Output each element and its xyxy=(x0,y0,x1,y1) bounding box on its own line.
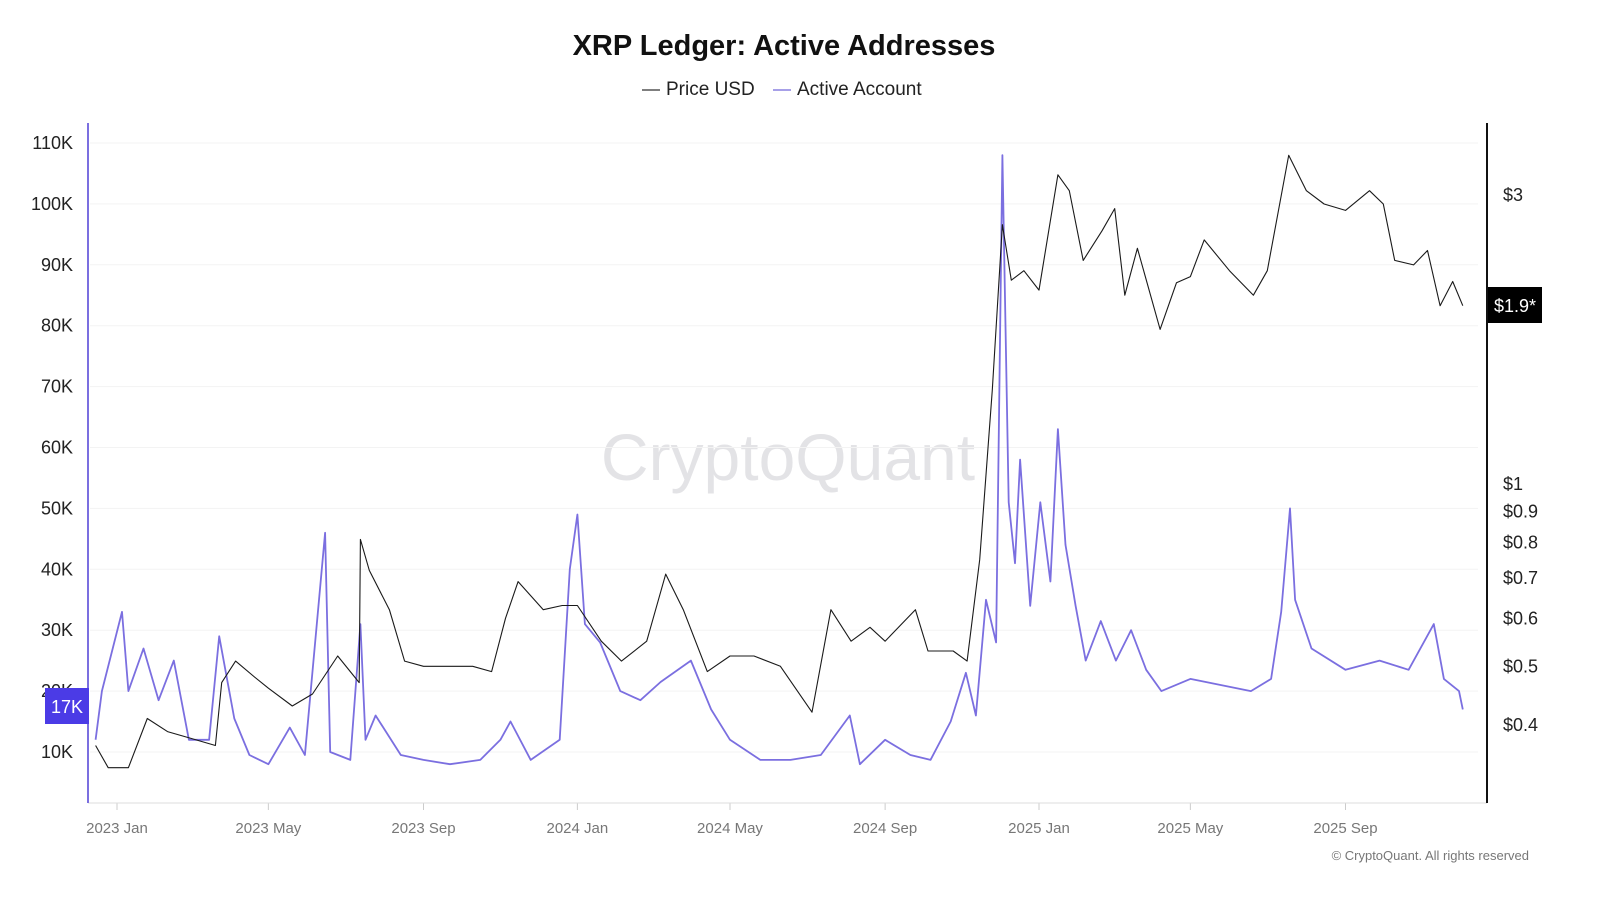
current-active-label: 17K xyxy=(51,697,83,717)
y-left-tick-label: 110K xyxy=(32,133,73,153)
y-right-tick-label: $0.6 xyxy=(1503,608,1538,628)
y-right-tick-label: $0.8 xyxy=(1503,533,1538,553)
y-right-tick-label: $0.5 xyxy=(1503,656,1538,676)
series-line-active-account xyxy=(94,154,1464,766)
x-tick-label: 2023 Sep xyxy=(391,820,455,837)
legend-label-active[interactable]: Active Account xyxy=(797,79,922,100)
x-tick-label: 2023 May xyxy=(235,820,301,837)
current-price-badge: $1.9* xyxy=(1488,287,1542,323)
y-left-tick-label: 90K xyxy=(41,255,73,275)
x-tick-label: 2025 Sep xyxy=(1313,820,1377,837)
y-left-tick-label: 50K xyxy=(41,498,73,518)
y-left-tick-label: 70K xyxy=(41,377,73,397)
legend: Price USD Active Account xyxy=(642,79,922,100)
legend-label-price[interactable]: Price USD xyxy=(666,79,755,100)
chart-title: XRP Ledger: Active Addresses xyxy=(573,30,996,62)
y-right-tick-label: $0.4 xyxy=(1503,715,1538,735)
y-left-tick-label: 100K xyxy=(31,194,73,214)
y-left-tick-label: 80K xyxy=(41,316,73,336)
watermark: CryptoQuant xyxy=(601,420,975,494)
x-tick-label: 2025 May xyxy=(1157,820,1223,837)
series-line-price-usd xyxy=(95,154,1464,769)
x-tick-label: 2023 Jan xyxy=(86,820,148,837)
y-left-tick-label: 60K xyxy=(41,438,73,458)
y-right-tick-label: $1 xyxy=(1503,474,1523,494)
y-left-tick-label: 30K xyxy=(41,620,73,640)
y-right-tick-label: $0.9 xyxy=(1503,502,1538,522)
y-left-tick-label: 10K xyxy=(41,742,73,762)
x-tick-label: 2024 Sep xyxy=(853,820,917,837)
y-right-tick-label: $0.7 xyxy=(1503,568,1538,588)
x-tick-label: 2025 Jan xyxy=(1008,820,1070,837)
current-active-badge: 17K xyxy=(45,688,89,724)
x-tick-label: 2024 Jan xyxy=(547,820,609,837)
y-right-tick-label: $3 xyxy=(1503,185,1523,205)
current-price-label: $1.9* xyxy=(1494,296,1536,316)
x-tick-label: 2024 May xyxy=(697,820,763,837)
gridlines xyxy=(90,142,1478,753)
copyright-footer: © CryptoQuant. All rights reserved xyxy=(1332,848,1529,863)
y-left-tick-label: 40K xyxy=(41,559,73,579)
series xyxy=(94,154,1464,769)
